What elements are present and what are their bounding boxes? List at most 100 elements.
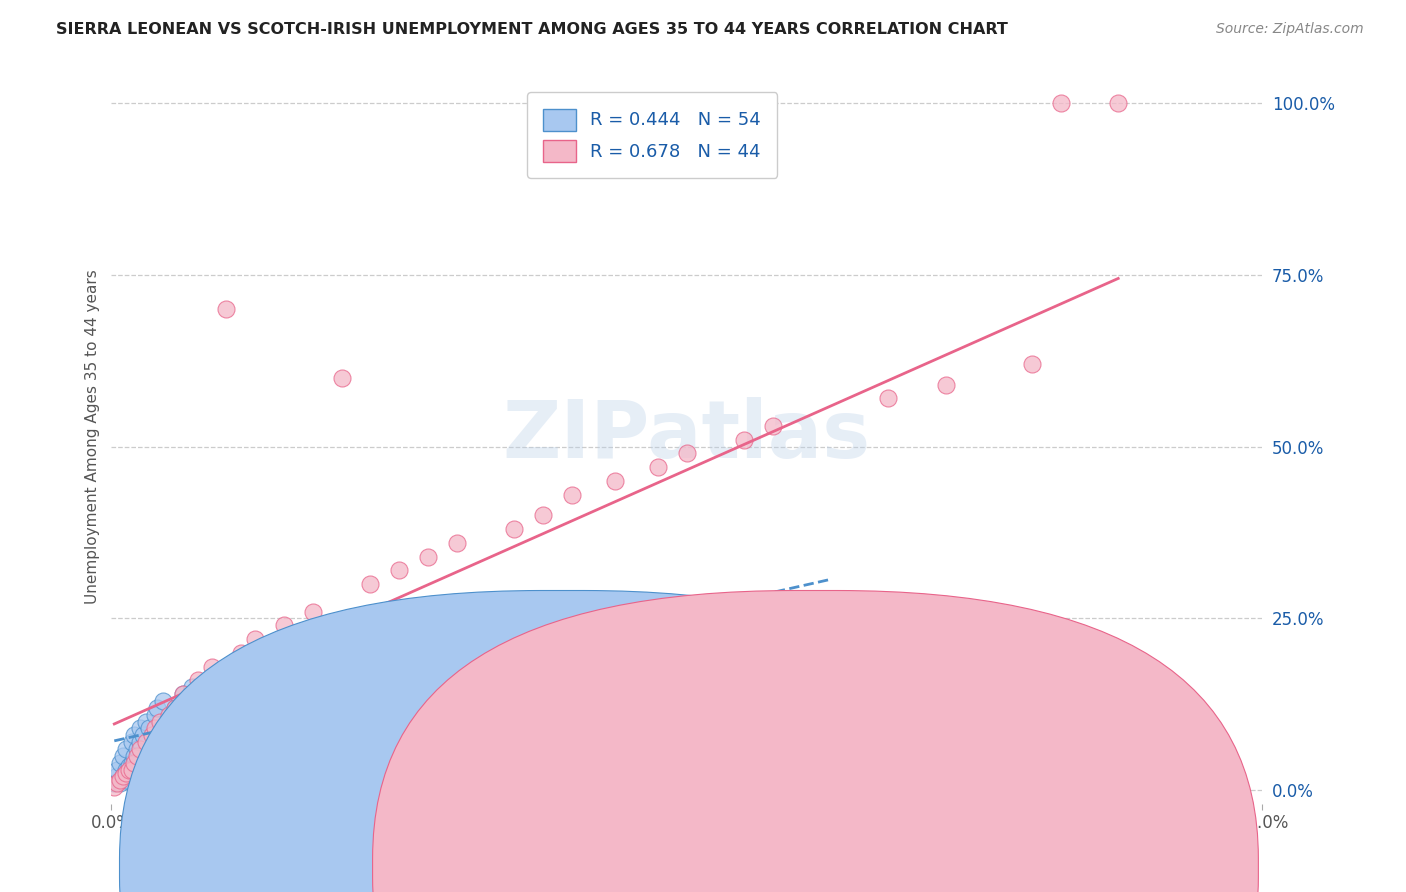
Point: [374, 646, 396, 660]
Point: [1049, 95, 1071, 110]
Point: [388, 659, 411, 673]
Point: [114, 763, 136, 777]
Point: [301, 666, 323, 681]
Point: [105, 763, 128, 777]
Point: [114, 772, 136, 787]
Text: Scotch-Irish: Scotch-Irish: [844, 855, 941, 872]
Point: [201, 659, 224, 673]
Point: [675, 632, 697, 646]
Point: [273, 618, 295, 632]
Point: [215, 302, 238, 317]
Point: [187, 673, 209, 688]
Point: [129, 742, 152, 756]
Point: [359, 653, 381, 667]
Point: [181, 680, 204, 694]
Point: [138, 722, 160, 736]
Point: [114, 742, 136, 756]
Point: [474, 639, 496, 653]
Point: [121, 735, 143, 749]
Point: [118, 759, 141, 773]
Point: [416, 653, 439, 667]
Point: [762, 618, 785, 632]
Point: [141, 728, 163, 742]
Point: [301, 605, 323, 619]
Point: [446, 646, 468, 660]
Point: [245, 680, 267, 694]
Point: [172, 687, 194, 701]
Point: [118, 766, 141, 780]
Point: [108, 756, 131, 770]
Point: [129, 722, 152, 736]
Point: [103, 780, 125, 794]
Point: [163, 700, 186, 714]
Point: [388, 563, 411, 577]
Point: [259, 659, 281, 673]
Legend: R = 0.444   N = 54, R = 0.678   N = 44: R = 0.444 N = 54, R = 0.678 N = 44: [527, 92, 778, 178]
Point: [603, 625, 626, 640]
Point: [531, 508, 554, 523]
Point: [118, 763, 141, 777]
Point: [647, 460, 669, 475]
Point: [108, 776, 131, 790]
Point: [287, 653, 309, 667]
Point: [121, 763, 143, 777]
Point: [877, 392, 900, 406]
Point: [127, 748, 149, 763]
Point: [330, 659, 353, 673]
Point: [129, 735, 152, 749]
Point: [215, 687, 238, 701]
Point: [935, 377, 957, 392]
Point: [762, 419, 785, 434]
Point: [273, 673, 295, 688]
Point: [187, 694, 209, 708]
Point: [127, 742, 149, 756]
Point: [531, 632, 554, 646]
Point: [733, 433, 755, 447]
Point: [416, 549, 439, 564]
Point: [359, 577, 381, 591]
Point: [561, 639, 583, 653]
Point: [561, 488, 583, 502]
Point: [105, 776, 128, 790]
Point: [163, 700, 186, 714]
Point: [820, 605, 842, 619]
Point: [704, 611, 727, 625]
Point: [121, 756, 143, 770]
Point: [820, 618, 842, 632]
Text: Sierra Leoneans: Sierra Leoneans: [605, 855, 738, 872]
Point: [675, 446, 697, 460]
Text: Source: ZipAtlas.com: Source: ZipAtlas.com: [1216, 22, 1364, 37]
Point: [229, 646, 252, 660]
Point: [152, 694, 174, 708]
Point: [503, 522, 526, 536]
Point: [135, 714, 157, 729]
Point: [647, 618, 669, 632]
Y-axis label: Unemployment Among Ages 35 to 44 years: Unemployment Among Ages 35 to 44 years: [86, 268, 100, 604]
Point: [103, 776, 125, 790]
Point: [229, 666, 252, 681]
Point: [124, 728, 146, 742]
Point: [143, 722, 166, 736]
Point: [149, 714, 172, 729]
Point: [146, 700, 169, 714]
Point: [157, 707, 180, 722]
Point: [124, 748, 146, 763]
Point: [111, 770, 134, 784]
Point: [172, 687, 194, 701]
Point: [111, 748, 134, 763]
Point: [1107, 95, 1129, 110]
Point: [330, 371, 353, 385]
Text: ZIPatlas: ZIPatlas: [502, 397, 870, 475]
Point: [111, 770, 134, 784]
Point: [157, 714, 180, 729]
Point: [143, 707, 166, 722]
Point: [105, 770, 128, 784]
Point: [991, 687, 1014, 701]
Text: SIERRA LEONEAN VS SCOTCH-IRISH UNEMPLOYMENT AMONG AGES 35 TO 44 YEARS CORRELATIO: SIERRA LEONEAN VS SCOTCH-IRISH UNEMPLOYM…: [56, 22, 1008, 37]
Point: [446, 536, 468, 550]
Point: [124, 756, 146, 770]
Point: [201, 673, 224, 688]
Point: [108, 772, 131, 787]
Point: [603, 474, 626, 488]
Point: [135, 735, 157, 749]
